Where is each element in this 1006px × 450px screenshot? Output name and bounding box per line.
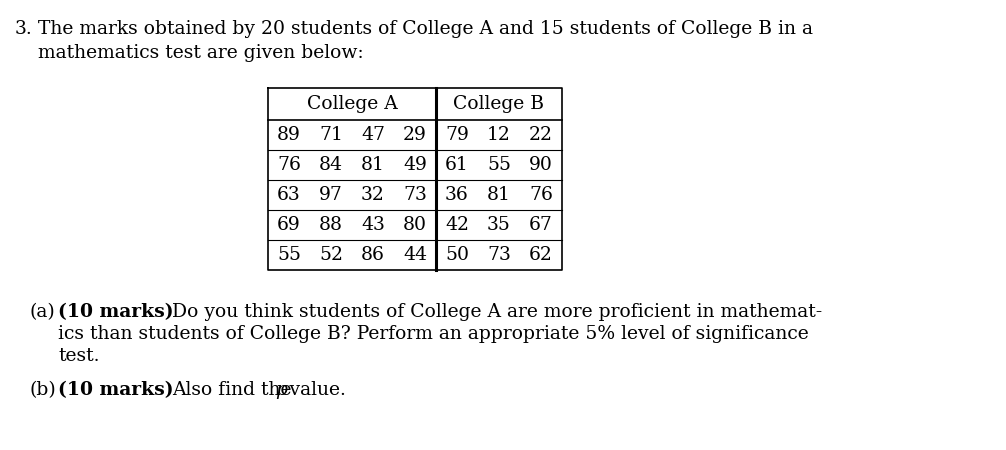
Text: 90: 90	[529, 156, 553, 174]
Text: 61: 61	[445, 156, 469, 174]
Text: 79: 79	[445, 126, 469, 144]
Text: 22: 22	[529, 126, 553, 144]
Text: (10 marks): (10 marks)	[58, 381, 173, 399]
Text: 42: 42	[445, 216, 469, 234]
Text: 29: 29	[403, 126, 427, 144]
Text: College B: College B	[454, 95, 544, 113]
Text: 69: 69	[277, 216, 301, 234]
Text: 76: 76	[529, 186, 553, 204]
Text: 35: 35	[487, 216, 511, 234]
Text: 36: 36	[445, 186, 469, 204]
Text: 76: 76	[277, 156, 301, 174]
Text: 32: 32	[361, 186, 385, 204]
Text: 84: 84	[319, 156, 343, 174]
Text: 49: 49	[403, 156, 427, 174]
Text: 3.: 3.	[15, 20, 33, 38]
Text: 81: 81	[361, 156, 385, 174]
Text: 55: 55	[277, 246, 301, 264]
Text: (a): (a)	[30, 303, 55, 321]
Text: College A: College A	[307, 95, 397, 113]
Text: 62: 62	[529, 246, 553, 264]
Text: Also find the: Also find the	[172, 381, 298, 399]
Text: 67: 67	[529, 216, 553, 234]
Text: 71: 71	[319, 126, 343, 144]
Text: 80: 80	[403, 216, 427, 234]
Text: mathematics test are given below:: mathematics test are given below:	[38, 44, 363, 62]
Text: test.: test.	[58, 347, 100, 365]
Text: 81: 81	[487, 186, 511, 204]
Text: 43: 43	[361, 216, 385, 234]
Text: 86: 86	[361, 246, 385, 264]
Text: (b): (b)	[30, 381, 56, 399]
Text: 88: 88	[319, 216, 343, 234]
Text: p: p	[275, 381, 287, 399]
Text: 52: 52	[319, 246, 343, 264]
Text: 73: 73	[403, 186, 427, 204]
Text: 47: 47	[361, 126, 385, 144]
Text: -value.: -value.	[283, 381, 346, 399]
Text: 12: 12	[487, 126, 511, 144]
Text: 50: 50	[445, 246, 469, 264]
Text: 73: 73	[487, 246, 511, 264]
Text: The marks obtained by 20 students of College A and 15 students of College B in a: The marks obtained by 20 students of Col…	[38, 20, 813, 38]
Text: 89: 89	[277, 126, 301, 144]
Text: Do you think students of College A are more proficient in mathemat-: Do you think students of College A are m…	[172, 303, 822, 321]
Text: ics than students of College B? Perform an appropriate 5% level of significance: ics than students of College B? Perform …	[58, 325, 809, 343]
Text: 44: 44	[403, 246, 427, 264]
Text: 97: 97	[319, 186, 343, 204]
Text: 63: 63	[277, 186, 301, 204]
Text: (10 marks): (10 marks)	[58, 303, 173, 321]
Text: 55: 55	[487, 156, 511, 174]
